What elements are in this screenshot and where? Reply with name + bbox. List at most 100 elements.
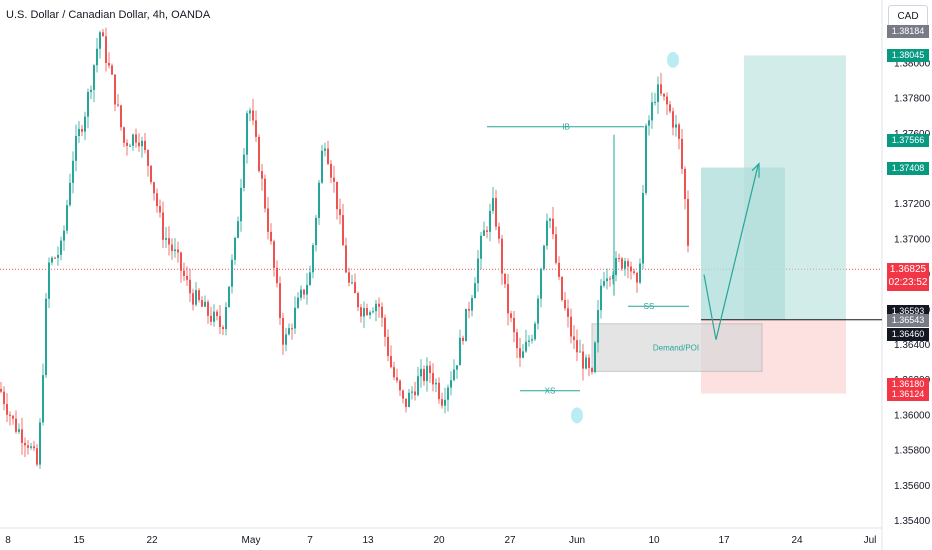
candle-body (546, 220, 548, 246)
ib-label: IB (562, 123, 570, 132)
candle-body (315, 217, 317, 246)
candle-body (111, 65, 113, 75)
candle-body (210, 315, 212, 322)
candle-body (435, 382, 437, 385)
candle-body (375, 303, 377, 312)
candle-body (114, 74, 116, 105)
candle-body (459, 337, 461, 366)
candle-body (663, 93, 665, 97)
candle-body (639, 263, 641, 283)
candle-body (138, 142, 140, 147)
candle-body (429, 365, 431, 374)
candle-body (87, 91, 89, 117)
y-tick-label: 1.35400 (894, 516, 931, 527)
candle-body (462, 337, 464, 342)
candle-body (186, 276, 188, 280)
candle-body (246, 113, 248, 155)
candle-body (132, 134, 134, 146)
candle-body (444, 399, 446, 406)
candle-body (648, 120, 650, 126)
candle-body (63, 230, 65, 241)
candle-body (183, 270, 185, 277)
candle-body (129, 145, 131, 147)
time-axis[interactable]: 8 15 22 May 7 13 20 27 Jun 10 17 24 Jul (5, 535, 876, 546)
projection-path[interactable] (703, 165, 759, 340)
x-tick-label: Jul (864, 535, 877, 546)
candle-body (498, 226, 500, 239)
candle-body (474, 283, 476, 299)
candle-body (204, 301, 206, 307)
x-tick-label: 24 (791, 535, 803, 546)
candle-body (657, 84, 659, 102)
candle-body (345, 245, 347, 273)
candle-body (645, 125, 647, 193)
candle-body (420, 368, 422, 377)
candle-body (675, 124, 677, 128)
candle-body (192, 293, 194, 305)
candle-body (585, 357, 587, 369)
partial-target-zone[interactable] (701, 167, 785, 320)
price-tag: 1.36180 (887, 377, 929, 391)
candle-body (390, 355, 392, 368)
candle-body (351, 282, 353, 284)
candle-body (495, 198, 497, 227)
price-axis[interactable]: 1.354001.356001.358001.360001.362001.364… (894, 58, 931, 527)
candle-body (309, 272, 311, 286)
candle-body (576, 340, 578, 353)
candle-body (354, 282, 356, 294)
candle-body (159, 206, 161, 213)
price-tag: 1.36124 (887, 387, 929, 401)
candle-body (264, 178, 266, 209)
candle-body (18, 429, 20, 432)
candle-body (147, 150, 149, 166)
low-marker-circle[interactable] (571, 407, 583, 424)
candle-body (573, 336, 575, 341)
candle-body (72, 160, 74, 183)
currency-button[interactable]: CAD (888, 5, 928, 27)
candle-body (432, 373, 434, 385)
candle-body (387, 336, 389, 356)
candle-body (66, 205, 68, 231)
candle-body (684, 168, 686, 200)
candle-body (141, 140, 143, 147)
candle-body (330, 163, 332, 178)
candle-body (3, 391, 5, 404)
price-tag: 1.37408 (887, 161, 929, 175)
candle-body (381, 306, 383, 318)
candle-body (624, 261, 626, 269)
demand-label: Demand/POI (653, 344, 699, 353)
candle-body (0, 388, 2, 392)
high-marker-circle[interactable] (667, 51, 679, 68)
candle-body (537, 298, 539, 324)
candle-body (426, 365, 428, 382)
x-tick-label: 8 (5, 535, 11, 546)
candle-body (51, 257, 53, 263)
candle-body (447, 387, 449, 400)
candle-body (36, 448, 38, 465)
annotations[interactable]: IB SS XS Demand/POI (487, 51, 760, 424)
candle-body (534, 323, 536, 340)
current-price-value: 1.36825 (889, 264, 927, 276)
candle-body (258, 136, 260, 172)
candle-body (195, 290, 197, 305)
candle-body (372, 311, 374, 313)
demand-zone[interactable] (591, 323, 763, 372)
candle-body (609, 278, 611, 280)
candle-body (450, 380, 452, 388)
price-tag: 1.36460 (887, 328, 929, 342)
candle-body (276, 267, 278, 284)
candle-body (150, 165, 152, 183)
candle-body (177, 249, 179, 253)
candle-body (174, 249, 176, 252)
position-zones[interactable] (591, 55, 882, 394)
symbol-title[interactable]: U.S. Dollar / Canadian Dollar, 4h, OANDA (6, 9, 211, 21)
candle-body (306, 285, 308, 295)
candle-body (378, 303, 380, 307)
candle-body (528, 340, 530, 342)
candle-body (660, 84, 662, 94)
candle-body (594, 342, 596, 373)
candle-body (105, 36, 107, 64)
y-tick-label: 1.38000 (894, 58, 931, 69)
candle-body (240, 187, 242, 222)
